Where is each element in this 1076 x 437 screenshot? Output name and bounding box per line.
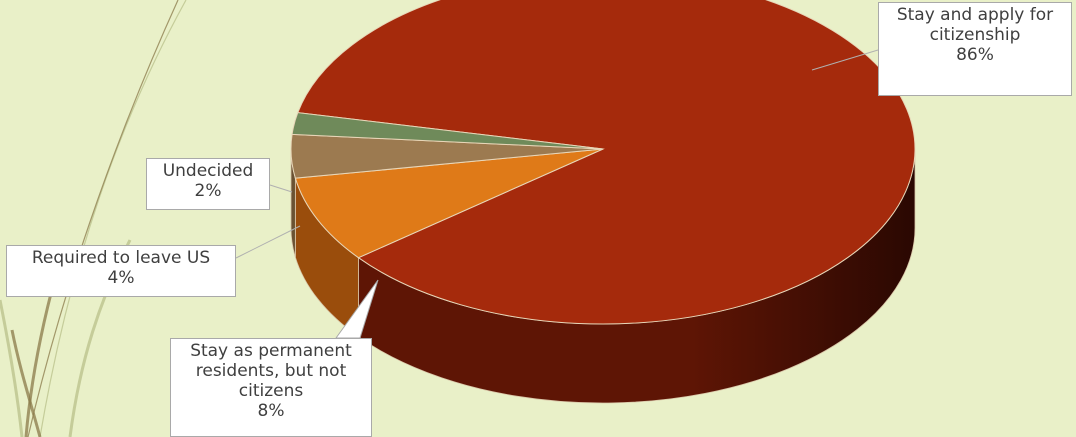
- pie-slice-undecided: [291, 112, 604, 150]
- data-label-permanent-residents: Stay as permanent residents, but not cit…: [170, 338, 372, 437]
- grass-stroke: [39, 0, 187, 437]
- background-grass-decoration: [0, 0, 187, 437]
- pie-slice-stay-as-permanent-residents-but-not-citizens: [294, 148, 604, 259]
- grass-stroke: [0, 299, 24, 437]
- data-label-undecided: Undecided 2%: [146, 158, 270, 210]
- leader-undecided: [269, 184, 293, 193]
- data-label-citizenship: Stay and apply for citizenship 86%: [878, 2, 1072, 96]
- grass-stroke: [27, 0, 179, 437]
- leader-citizenship: [811, 49, 879, 71]
- data-label-required-to-leave: Required to leave US 4%: [6, 245, 236, 297]
- leader-required-to-leave: [235, 225, 301, 259]
- pie-chart: [290, 0, 916, 404]
- pie-top-faces: [290, 0, 916, 325]
- leader-lines: [235, 49, 879, 339]
- grass-stroke: [10, 329, 42, 437]
- pie-slice-stay-and-apply-for-citizenship: [297, 0, 916, 325]
